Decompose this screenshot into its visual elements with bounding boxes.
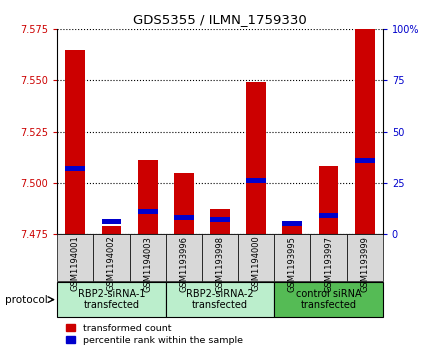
Text: GSM1194002: GSM1194002 [107,236,116,291]
Text: protocol: protocol [5,295,48,305]
FancyBboxPatch shape [129,234,166,281]
FancyBboxPatch shape [57,234,93,281]
Bar [174,172,194,234]
Bar [319,213,338,218]
Bar [102,219,121,224]
Bar [282,221,302,227]
Text: GSM1194003: GSM1194003 [143,236,152,291]
Text: GSM1193995: GSM1193995 [288,236,297,291]
Bar [174,215,194,220]
Bar [355,158,375,163]
FancyBboxPatch shape [93,234,129,281]
Bar [66,49,85,234]
Text: GSM1194000: GSM1194000 [252,236,260,291]
Text: GSM1193999: GSM1193999 [360,236,369,291]
Bar [319,166,338,234]
Text: control siRNA
transfected: control siRNA transfected [296,289,361,310]
Bar [355,29,375,234]
Bar [210,217,230,222]
Bar [246,178,266,183]
FancyBboxPatch shape [311,234,347,281]
Bar [282,224,302,234]
Text: RBP2-siRNA-1
transfected: RBP2-siRNA-1 transfected [78,289,145,310]
FancyBboxPatch shape [274,282,383,317]
Text: GSM1194001: GSM1194001 [71,236,80,291]
FancyBboxPatch shape [166,282,274,317]
Bar [138,209,158,214]
FancyBboxPatch shape [202,234,238,281]
Bar [246,82,266,234]
Text: GSM1193998: GSM1193998 [216,236,224,292]
FancyBboxPatch shape [347,234,383,281]
FancyBboxPatch shape [57,282,166,317]
Text: GSM1193996: GSM1193996 [180,236,188,292]
Bar [210,209,230,234]
Text: GSM1193997: GSM1193997 [324,236,333,292]
Text: RBP2-siRNA-2
transfected: RBP2-siRNA-2 transfected [186,289,254,310]
Bar [66,166,85,171]
Title: GDS5355 / ILMN_1759330: GDS5355 / ILMN_1759330 [133,13,307,26]
FancyBboxPatch shape [238,234,274,281]
FancyBboxPatch shape [274,234,311,281]
Bar [102,226,121,234]
Legend: transformed count, percentile rank within the sample: transformed count, percentile rank withi… [62,320,246,348]
FancyBboxPatch shape [166,234,202,281]
Bar [138,160,158,234]
